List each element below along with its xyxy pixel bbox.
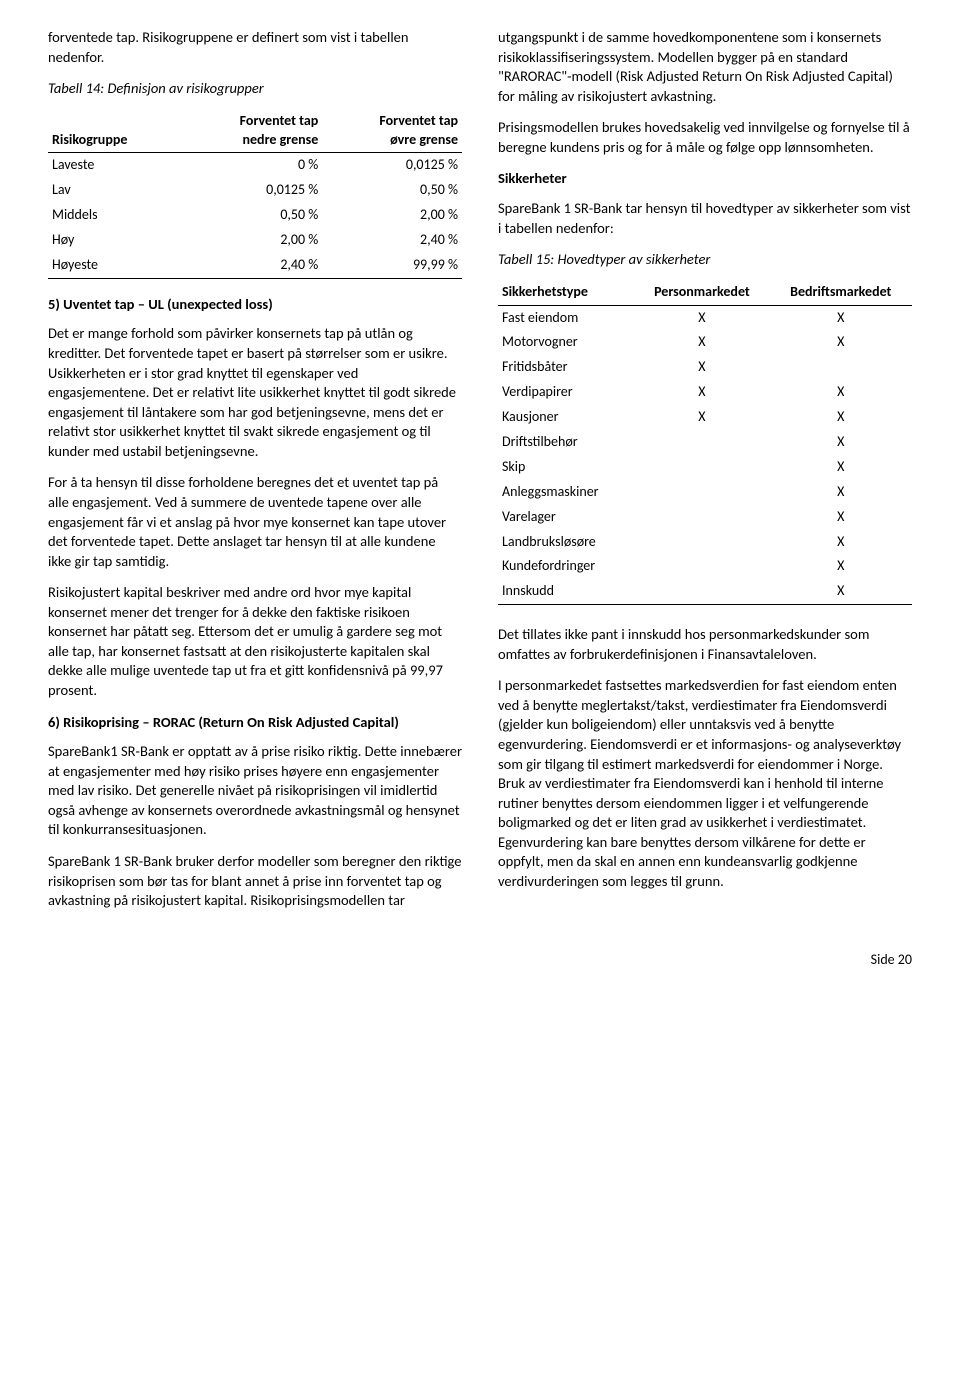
t14-h2b: nedre grense <box>187 131 319 150</box>
table-row: FritidsbåterX <box>498 355 912 380</box>
left-column: forventede tap. Risikogruppene er define… <box>48 28 462 923</box>
two-column-layout: forventede tap. Risikogruppene er define… <box>48 28 912 923</box>
paragraph: SpareBank 1 SR-Bank bruker derfor modell… <box>48 852 462 911</box>
t14-h1-text: Risikogruppe <box>52 131 179 150</box>
heading-6: 6) Risikoprising – RORAC (Return On Risk… <box>48 713 462 733</box>
table-row: Middels0,50 %2,00 % <box>48 203 462 228</box>
t15-h1: Sikkerhetstype <box>498 280 634 305</box>
table-row: Høy2,00 %2,40 % <box>48 228 462 253</box>
table-row: DriftstilbehørX <box>498 430 912 455</box>
table-row: Laveste0 %0,0125 % <box>48 153 462 178</box>
t14-h3b: øvre grense <box>326 131 458 150</box>
t15-h3: Bedriftsmarkedet <box>770 280 913 305</box>
paragraph: For å ta hensyn til disse forholdene ber… <box>48 473 462 571</box>
table-row: SkipX <box>498 455 912 480</box>
t14-h2: Forventet tap nedre grense <box>183 109 323 153</box>
table14: Risikogruppe Forventet tap nedre grense … <box>48 109 462 279</box>
table-row: VerdipapirerXX <box>498 380 912 405</box>
table-row: LandbruksløsøreX <box>498 530 912 555</box>
t14-h2a: Forventet tap <box>187 112 319 131</box>
t14-h3a: Forventet tap <box>326 112 458 131</box>
right-column: utgangspunkt i de samme hovedkomponenten… <box>498 28 912 923</box>
heading-5: 5) Uventet tap – UL (unexpected loss) <box>48 295 462 315</box>
paragraph: Risikojustert kapital beskriver med andr… <box>48 583 462 700</box>
table-row: AnleggsmaskinerX <box>498 480 912 505</box>
table-row: Lav0,0125 %0,50 % <box>48 178 462 203</box>
paragraph: SpareBank1 SR-Bank er opptatt av å prise… <box>48 742 462 840</box>
paragraph: Det er mange forhold som påvirker konser… <box>48 324 462 461</box>
t14-h3: Forventet tap øvre grense <box>322 109 462 153</box>
paragraph: I personmarkedet fastsettes markedsverdi… <box>498 676 912 891</box>
heading-sikkerheter: Sikkerheter <box>498 169 912 189</box>
table-row: InnskuddX <box>498 579 912 604</box>
t15-h2: Personmarkedet <box>634 280 769 305</box>
paragraph: Det tillates ikke pant i innskudd hos pe… <box>498 625 912 664</box>
paragraph: Prisingsmodellen brukes hovedsakelig ved… <box>498 118 912 157</box>
table-row: MotorvognerXX <box>498 330 912 355</box>
table-row: KausjonerXX <box>498 405 912 430</box>
table15-caption: Tabell 15: Hovedtyper av sikkerheter <box>498 250 912 270</box>
t14-h1: Risikogruppe <box>48 109 183 153</box>
intro-paragraph: forventede tap. Risikogruppene er define… <box>48 28 462 67</box>
table14-caption: Tabell 14: Definisjon av risikogrupper <box>48 79 462 99</box>
table-row: Fast eiendomXX <box>498 305 912 330</box>
paragraph: utgangspunkt i de samme hovedkomponenten… <box>498 28 912 106</box>
table-row: KundefordringerX <box>498 554 912 579</box>
table15: Sikkerhetstype Personmarkedet Bedriftsma… <box>498 280 912 606</box>
paragraph: SpareBank 1 SR-Bank tar hensyn til hoved… <box>498 199 912 238</box>
page-footer: Side 20 <box>48 951 912 970</box>
table-row: Høyeste2,40 %99,99 % <box>48 253 462 278</box>
table-row: VarelagerX <box>498 505 912 530</box>
